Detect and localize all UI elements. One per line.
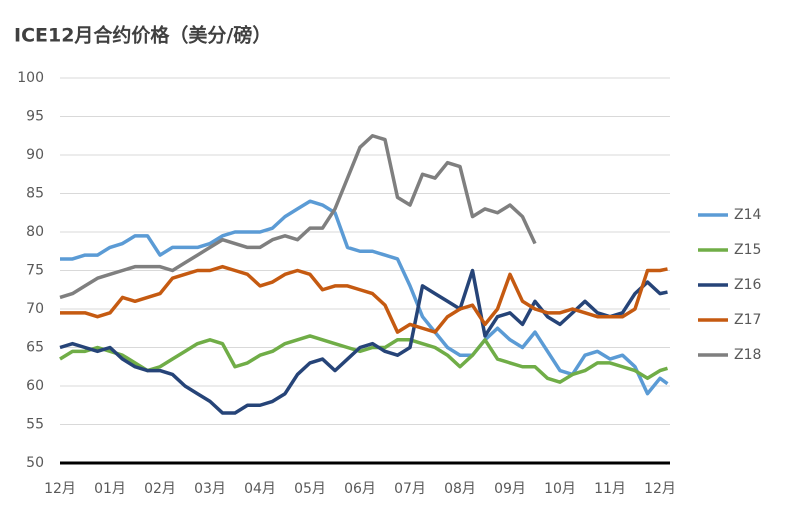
legend-label: Z16: [734, 277, 761, 293]
y-tick-label: 85: [26, 186, 44, 202]
x-tick-label: 10月: [544, 481, 576, 497]
series-line: [59, 334, 669, 384]
y-tick-label: 60: [26, 378, 44, 394]
x-tick-label: 01月: [94, 481, 126, 497]
y-tick-label: 75: [26, 263, 44, 279]
y-tick-label: 65: [26, 340, 44, 356]
x-tick-label: 12月: [44, 481, 76, 497]
x-tick-label: 03月: [194, 481, 226, 497]
x-tick-label: 07月: [394, 481, 426, 497]
x-tick-label: 08月: [444, 481, 476, 497]
y-tick-label: 90: [26, 147, 44, 163]
series-line: [60, 264, 668, 334]
x-tick-label: 11月: [594, 481, 626, 497]
y-tick-label: 55: [26, 417, 44, 433]
series-line: [59, 134, 537, 300]
legend-label: Z17: [734, 312, 761, 328]
x-tick-label: 05月: [294, 481, 326, 497]
legend-label: Z15: [734, 242, 761, 258]
y-tick-label: 100: [17, 70, 44, 86]
legend-label: Z18: [734, 347, 761, 363]
y-tick-label: 50: [26, 455, 44, 471]
x-tick-label: 06月: [344, 481, 376, 497]
y-tick-label: 70: [26, 301, 44, 317]
x-tick-label: 09月: [494, 481, 526, 497]
chart-title: ICE12月合约价格（美分/磅）: [14, 24, 271, 47]
x-tick-label: 04月: [244, 481, 276, 497]
x-tick-label: 02月: [144, 481, 176, 497]
legend-label: Z14: [734, 207, 761, 223]
x-tick-label: 12月: [644, 481, 676, 497]
y-tick-label: 80: [26, 224, 44, 240]
y-tick-label: 95: [26, 109, 44, 125]
series-line: [59, 268, 668, 415]
